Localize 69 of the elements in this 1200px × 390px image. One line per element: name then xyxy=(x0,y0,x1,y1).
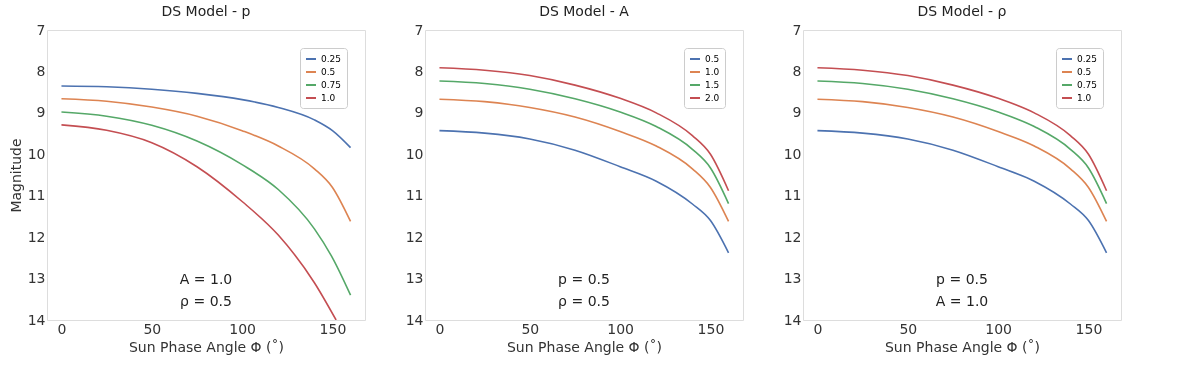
legend-label: 0.75 xyxy=(1077,80,1098,90)
line-series xyxy=(60,111,352,296)
y-tick-label: 12 xyxy=(783,228,802,245)
y-tick-label: 13 xyxy=(783,270,802,287)
x-tick-label: 150 xyxy=(1075,320,1103,337)
x-tick-label: 100 xyxy=(985,320,1012,337)
chart-title: DS Model - p xyxy=(161,3,251,19)
y-tick-label: 7 xyxy=(414,21,424,38)
legend-label: 1.0 xyxy=(705,67,720,77)
y-tick-label: 8 xyxy=(36,62,46,79)
line-series xyxy=(816,129,1108,254)
y-tick-label: 11 xyxy=(27,187,46,204)
x-tick-label: 0 xyxy=(435,320,445,337)
y-tick-label: 14 xyxy=(783,311,802,328)
y-axis-title: Magnitude xyxy=(7,138,24,213)
chart-title: DS Model - A xyxy=(539,3,630,19)
legend-label: 2.0 xyxy=(705,93,720,103)
x-tick-label: 100 xyxy=(607,320,634,337)
x-tick-label: 150 xyxy=(697,320,725,337)
line-series xyxy=(60,124,337,320)
y-tick-label: 7 xyxy=(792,21,802,38)
x-tick-label: 50 xyxy=(143,320,162,337)
legend-label: 0.25 xyxy=(321,54,342,64)
annotation: p = 0.5 xyxy=(936,271,988,287)
y-tick-label: 10 xyxy=(783,145,802,162)
y-tick-label: 11 xyxy=(783,187,802,204)
x-tick-label: 150 xyxy=(319,320,347,337)
line-series xyxy=(438,66,730,192)
x-axis-title: Sun Phase Angle Φ (˚) xyxy=(128,338,285,355)
x-tick-label: 0 xyxy=(813,320,823,337)
x-axis-title: Sun Phase Angle Φ (˚) xyxy=(884,338,1041,355)
x-tick-label: 50 xyxy=(899,320,918,337)
legend-label: 1.0 xyxy=(321,93,336,103)
legend-label: 0.25 xyxy=(1077,54,1098,64)
legend-label: 0.5 xyxy=(705,54,720,64)
line-series xyxy=(438,80,730,205)
x-axis-title: Sun Phase Angle Φ (˚) xyxy=(506,338,663,355)
line-series xyxy=(816,80,1108,205)
y-tick-label: 8 xyxy=(414,62,424,79)
x-tick-label: 100 xyxy=(229,320,256,337)
y-tick-label: 9 xyxy=(36,104,46,121)
legend-label: 1.0 xyxy=(1077,93,1092,103)
y-tick-label: 9 xyxy=(414,104,424,121)
y-tick-label: 14 xyxy=(27,311,46,328)
annotation: p = 0.5 xyxy=(558,271,610,287)
line-series xyxy=(816,66,1108,192)
legend-label: 1.5 xyxy=(705,80,720,90)
y-tick-label: 13 xyxy=(27,270,46,287)
y-tick-label: 11 xyxy=(405,187,424,204)
y-tick-label: 13 xyxy=(405,270,424,287)
legend-label: 0.75 xyxy=(321,80,342,90)
annotation: A = 1.0 xyxy=(935,293,989,309)
x-tick-label: 0 xyxy=(57,320,67,337)
annotation: ρ = 0.5 xyxy=(180,293,232,309)
legend-label: 0.5 xyxy=(321,67,336,77)
y-tick-label: 7 xyxy=(36,21,46,38)
y-tick-label: 12 xyxy=(405,228,424,245)
chart-title: DS Model - ρ xyxy=(917,3,1007,19)
y-tick-label: 14 xyxy=(405,311,424,328)
y-tick-label: 10 xyxy=(405,145,424,162)
legend-label: 0.5 xyxy=(1077,67,1092,77)
y-tick-label: 10 xyxy=(27,145,46,162)
y-tick-label: 12 xyxy=(27,228,46,245)
x-tick-label: 50 xyxy=(521,320,540,337)
y-tick-label: 8 xyxy=(792,62,802,79)
y-tick-label: 9 xyxy=(792,104,802,121)
line-series xyxy=(438,129,730,254)
annotation: ρ = 0.5 xyxy=(558,293,610,309)
annotation: A = 1.0 xyxy=(179,271,233,287)
